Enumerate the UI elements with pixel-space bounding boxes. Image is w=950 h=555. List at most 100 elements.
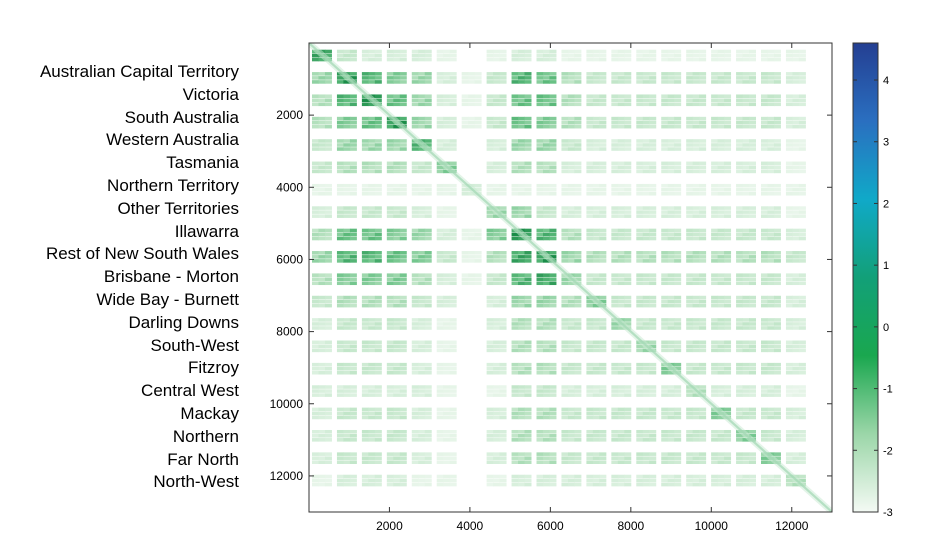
heatmap-cell xyxy=(449,76,457,80)
heatmap-cell xyxy=(711,187,719,192)
heatmap-cell xyxy=(798,259,806,263)
heatmap-block xyxy=(586,72,607,84)
heatmap-cell xyxy=(449,393,457,397)
heatmap-cell xyxy=(742,191,750,196)
heatmap-cell xyxy=(674,102,682,107)
heatmap-cell xyxy=(761,161,768,166)
heatmap-cell xyxy=(499,143,507,147)
heatmap-cell xyxy=(536,322,544,326)
heatmap-cell xyxy=(674,366,682,371)
heatmap-cell xyxy=(792,344,800,349)
heatmap-cell xyxy=(411,348,419,353)
heatmap-cell xyxy=(393,478,401,483)
heatmap-cell xyxy=(411,236,419,241)
heatmap-cell xyxy=(542,120,550,125)
heatmap-cell xyxy=(692,434,700,438)
heatmap-cell xyxy=(724,452,732,456)
heatmap-cell xyxy=(592,362,600,367)
heatmap-block xyxy=(661,318,682,330)
heatmap-cell xyxy=(343,295,351,300)
colorbar-tick-label: 4 xyxy=(883,75,889,87)
heatmap-cell xyxy=(667,393,675,397)
heatmap-cell xyxy=(324,434,332,438)
heatmap-cell xyxy=(649,393,657,397)
heatmap-cell xyxy=(424,429,432,434)
heatmap-cell xyxy=(561,389,569,393)
heatmap-block xyxy=(486,318,507,330)
heatmap-cell xyxy=(699,76,707,80)
heatmap-cell xyxy=(773,411,781,416)
heatmap-cell xyxy=(518,478,526,483)
heatmap-cell xyxy=(792,303,800,308)
heatmap-cell xyxy=(411,460,419,464)
heatmap-cell xyxy=(511,348,519,353)
heatmap-block xyxy=(486,49,507,62)
heatmap-cell xyxy=(561,407,569,412)
heatmap-cell xyxy=(424,206,432,210)
heatmap-cell xyxy=(542,452,550,456)
heatmap-block xyxy=(511,161,532,174)
heatmap-cell xyxy=(368,259,376,263)
heatmap-cell xyxy=(674,429,682,434)
heatmap-cell xyxy=(411,165,419,170)
heatmap-cell xyxy=(468,232,476,237)
heatmap-cell xyxy=(561,116,569,121)
heatmap-cell xyxy=(449,228,457,233)
colorbar xyxy=(852,42,879,513)
heatmap-cell xyxy=(318,147,326,151)
heatmap-cell xyxy=(411,187,419,192)
heatmap-block xyxy=(711,429,732,442)
heatmap-cell xyxy=(785,76,793,80)
heatmap-block xyxy=(536,452,557,464)
heatmap-cell xyxy=(642,214,650,218)
heatmap-cell xyxy=(736,236,744,241)
heatmap-cell xyxy=(636,98,644,103)
heatmap-cell xyxy=(411,102,419,107)
heatmap-cell xyxy=(686,429,694,434)
heatmap-cell xyxy=(749,259,757,263)
heatmap-cell xyxy=(461,273,469,277)
heatmap-cell xyxy=(499,344,507,349)
heatmap-block xyxy=(736,273,757,286)
heatmap-cell xyxy=(386,94,394,99)
heatmap-cell xyxy=(399,362,407,367)
heatmap-cell xyxy=(374,438,382,442)
heatmap-block xyxy=(536,362,557,375)
heatmap-cell xyxy=(617,191,625,196)
heatmap-cell xyxy=(592,326,600,330)
heatmap-cell xyxy=(736,147,744,151)
heatmap-cell xyxy=(493,299,501,304)
heatmap-cell xyxy=(773,147,781,151)
heatmap-cell xyxy=(636,147,644,151)
heatmap-cell xyxy=(561,120,569,125)
heatmap-cell xyxy=(742,322,750,326)
heatmap-cell xyxy=(674,303,682,308)
heatmap-cell xyxy=(549,210,557,214)
heatmap-block xyxy=(711,474,732,487)
heatmap-cell xyxy=(699,429,707,434)
heatmap-cell xyxy=(798,340,806,345)
heatmap-cell xyxy=(511,161,519,166)
colorbar-tick-label: -2 xyxy=(883,445,893,457)
heatmap-cell xyxy=(749,415,757,420)
heatmap-cell xyxy=(374,277,382,282)
heatmap-cell xyxy=(443,322,451,326)
heatmap-cell xyxy=(399,482,407,487)
heatmap-cell xyxy=(674,191,682,196)
heatmap-cell xyxy=(661,191,669,196)
heatmap-cell xyxy=(536,303,544,308)
heatmap-cell xyxy=(767,385,775,389)
heatmap-cell xyxy=(524,116,532,121)
heatmap-cell xyxy=(486,344,494,349)
heatmap-cell xyxy=(549,434,557,438)
heatmap-cell xyxy=(798,49,806,54)
heatmap-cell xyxy=(468,72,476,76)
heatmap-block xyxy=(686,318,707,330)
heatmap-cell xyxy=(742,251,750,255)
heatmap-cell xyxy=(386,273,394,277)
heatmap-cell xyxy=(324,232,332,237)
heatmap-cell xyxy=(661,429,669,434)
heatmap-cell xyxy=(699,214,707,218)
heatmap-cell xyxy=(486,438,494,442)
heatmap-cell xyxy=(649,407,657,412)
